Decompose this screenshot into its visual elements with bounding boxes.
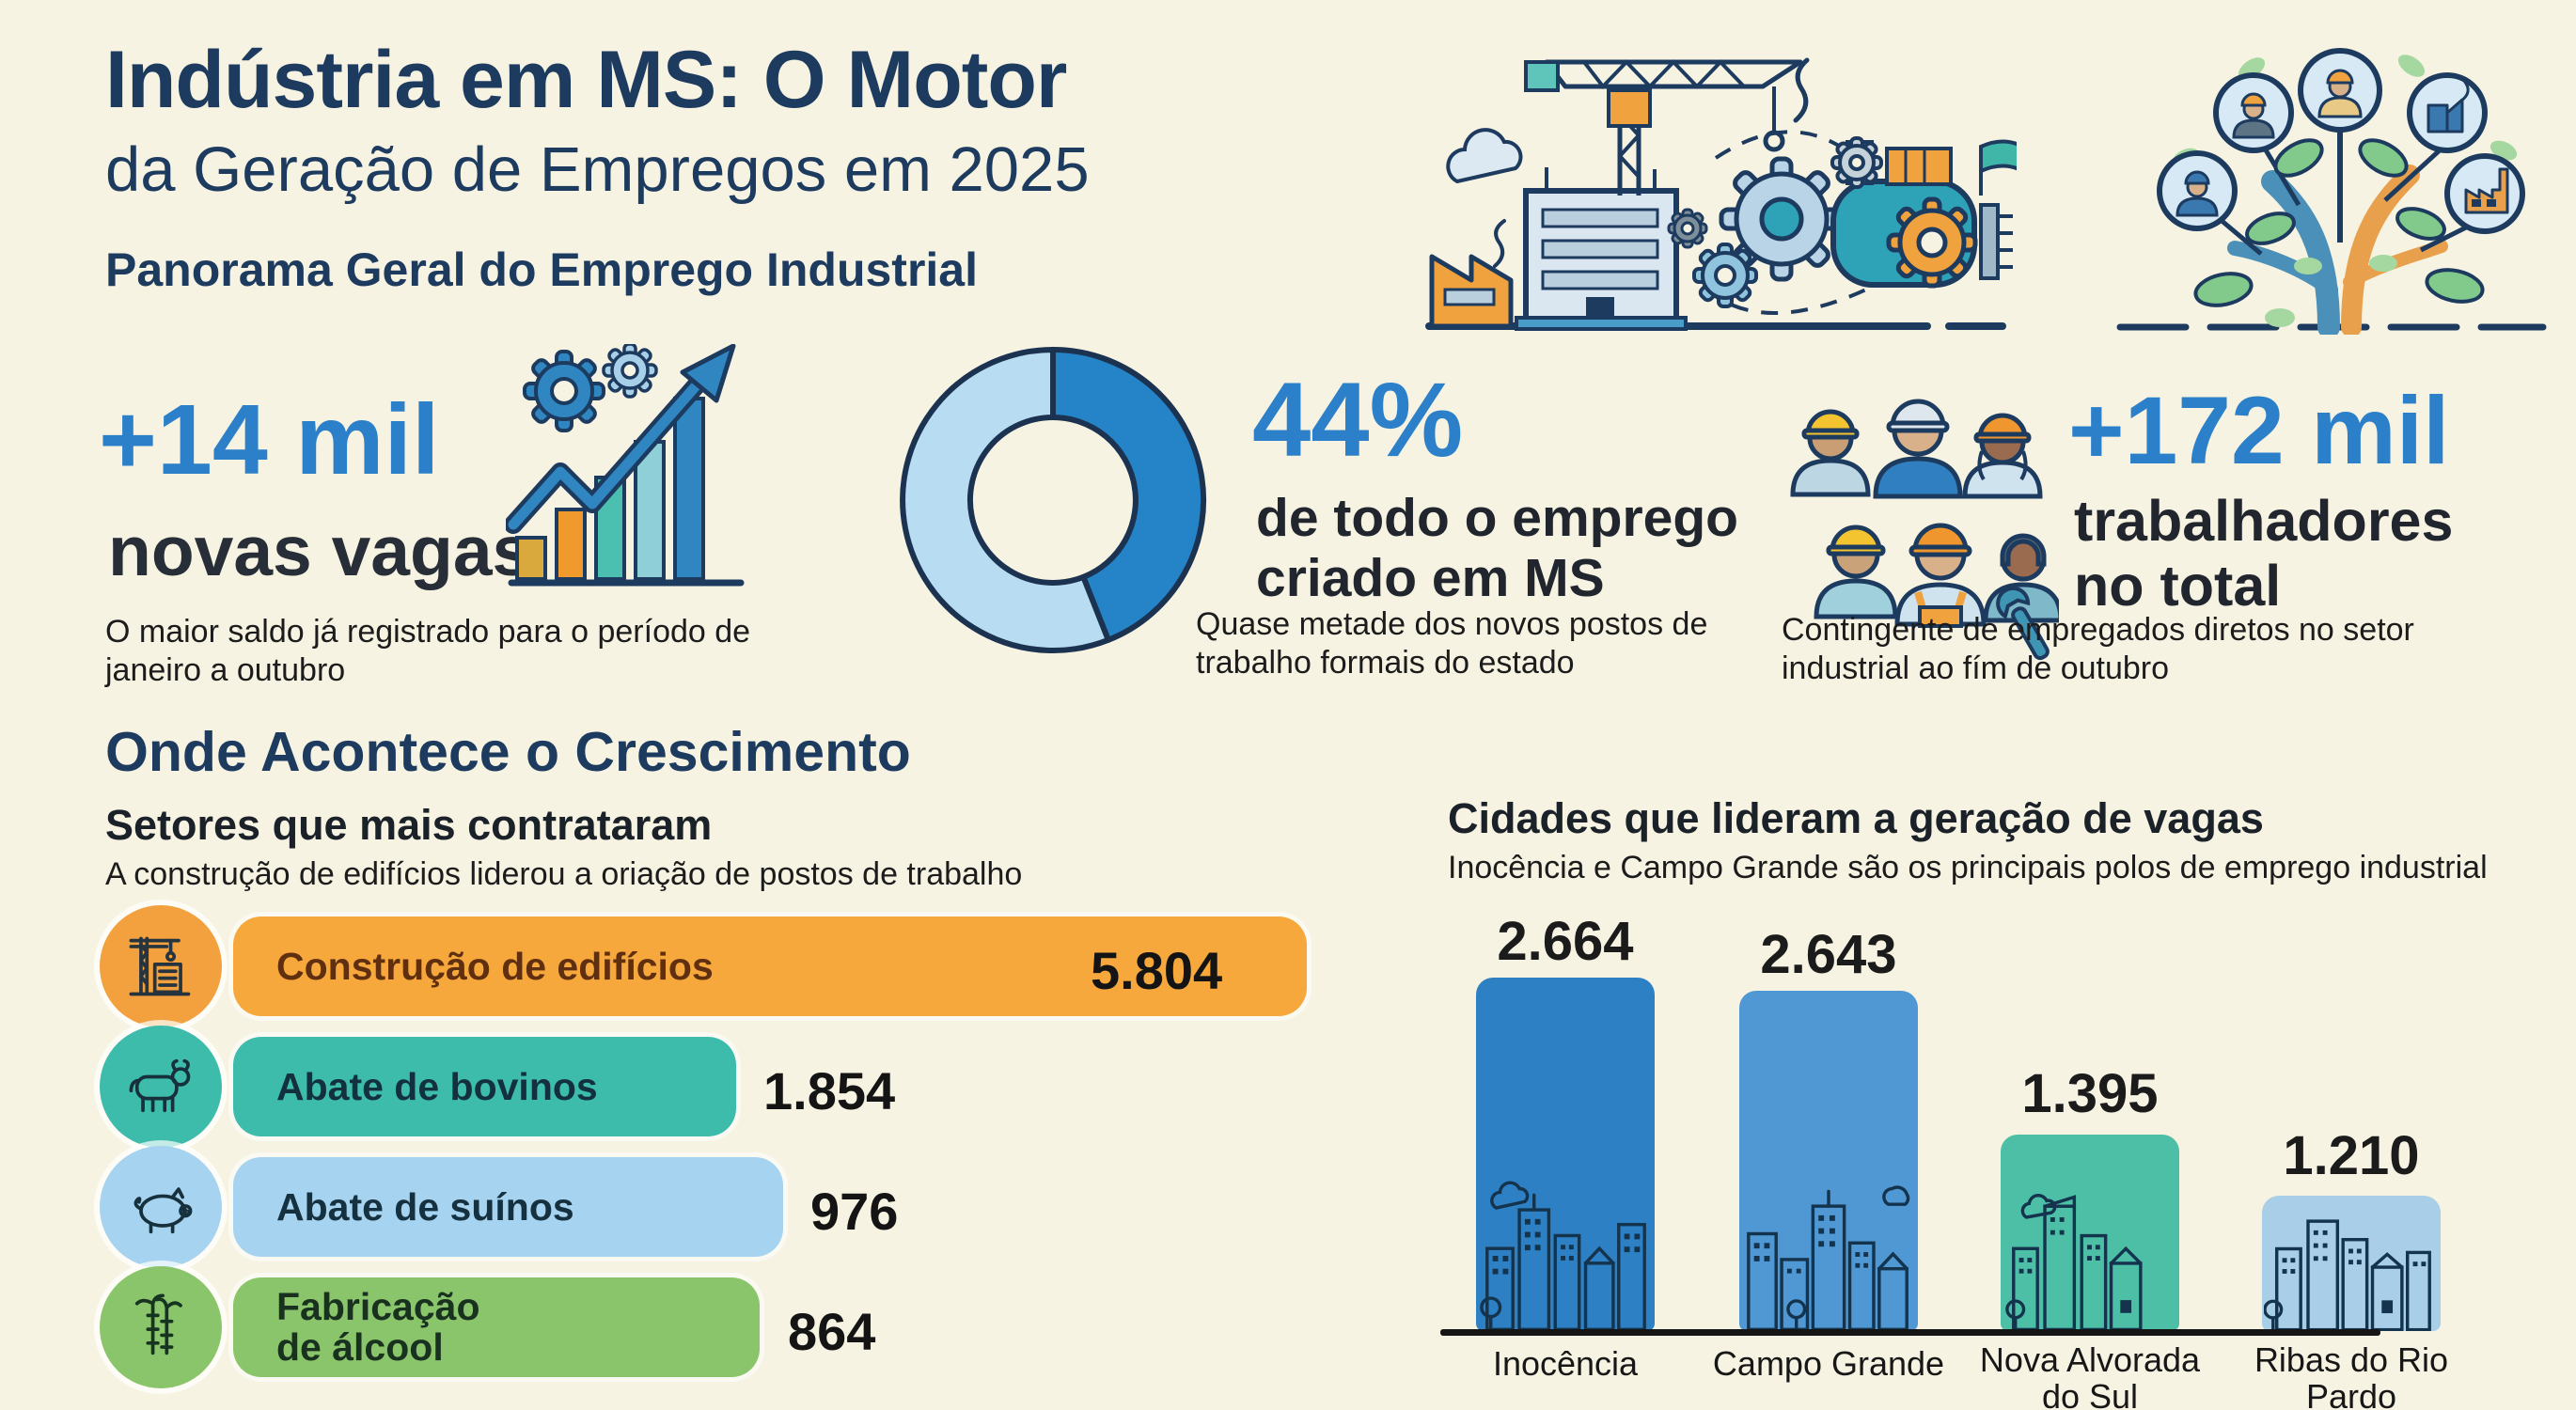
sector-bar-label: Abate de bovinos	[276, 1064, 598, 1108]
sector-bar-label: Abate de suínos	[276, 1184, 574, 1229]
sector-bar-value: 976	[810, 1182, 899, 1241]
sector-bar-alcool: Fabricação de álcool	[233, 1277, 760, 1377]
industry-illustration-svg	[1425, 57, 2017, 331]
sector-bar-label: Fabricação de álcool	[276, 1284, 480, 1369]
stat-share-label: de todo o emprego criado em MS	[1256, 488, 1738, 608]
sector-bar-construcao: Construção de edifícios	[233, 916, 1307, 1016]
stat-workers-value: +172 mil	[2068, 377, 2450, 484]
workers-group-icon	[1777, 355, 2059, 680]
stat-new-jobs-caption: O maior saldo já registrado para o perío…	[105, 614, 751, 689]
construction-crane-icon	[100, 905, 222, 1027]
city-label-inocencia: Inocência	[1492, 1344, 1639, 1383]
donut-slice-others	[900, 347, 1111, 653]
industry-construction-illustration	[1406, 8, 2017, 335]
sector-bar-value: 864	[788, 1302, 876, 1361]
workforce-tree-illustration	[2111, 8, 2562, 335]
sector-bar-value: 1.854	[763, 1061, 896, 1120]
pig-icon	[100, 1146, 222, 1268]
cow-icon	[100, 1026, 222, 1148]
cities-title: Cidades que lideram a geração de vagas	[1448, 794, 2264, 842]
donut-chart-svg	[900, 347, 1207, 653]
sector-bar-bovinos: Abate de bovinos	[233, 1037, 736, 1136]
stat-new-jobs-label: novas vagas	[108, 511, 532, 590]
city-label-ribas: Ribas do Rio Pardo	[2254, 1340, 2449, 1410]
sector-bar-label: Construção de edifícios	[276, 944, 714, 988]
city-bar-ribas	[2262, 1196, 2441, 1331]
city-bar-value: 1.395	[2021, 1063, 2159, 1124]
city-bar-value: 2.643	[1760, 924, 1897, 985]
tree-illustration-svg	[2116, 48, 2547, 335]
sugarcane-icon	[100, 1266, 222, 1388]
sectors-subtitle: A construção de edifícios liderou a oria…	[105, 856, 1023, 892]
donut-slice-industry	[1050, 347, 1207, 643]
cities-axis-line	[1440, 1329, 2380, 1336]
stat-new-jobs-value: +14 mil	[99, 384, 440, 495]
city-bar-inocencia	[1476, 978, 1655, 1331]
city-bar-nova-alvorada	[2001, 1135, 2179, 1331]
city-label-nova-alvorada: Nova Alvorada do Sul	[1979, 1340, 2201, 1410]
sector-bar-value: 5.804	[1091, 941, 1223, 1000]
page-title: Indústria em MS: O Motor	[105, 35, 1067, 125]
stat-workers-label: trabalhadores no total	[2074, 489, 2454, 618]
growth-icon-svg	[506, 344, 745, 587]
section-overview-title: Panorama Geral do Emprego Industrial	[105, 243, 979, 296]
cities-subtitle: Inocência e Campo Grande são os principa…	[1448, 850, 2488, 885]
city-bar-value: 1.210	[2283, 1125, 2420, 1186]
city-bar-value: 2.664	[1497, 911, 1634, 972]
page-title-line2: da Geração de Empregos em 2025	[105, 134, 1090, 205]
sectors-title: Setores que mais contrataram	[105, 801, 713, 849]
donut-chart	[891, 338, 1216, 663]
section-growth-title: Onde Acontece o Crescimento	[105, 721, 911, 783]
city-label-campo-grande: Campo Grande	[1712, 1344, 1945, 1383]
sector-bar-suinos: Abate de suínos	[233, 1157, 783, 1257]
growth-chart-icon	[506, 344, 750, 596]
city-bar-campo-grande	[1739, 991, 1918, 1331]
stat-share-value: 44%	[1252, 361, 1464, 478]
stat-share-caption: Quase metade dos novos postos de trabalh…	[1196, 606, 1708, 682]
workers-icon-svg	[1790, 399, 2059, 661]
stat-workers-caption: Contingente de empregados diretos no set…	[1782, 612, 2414, 687]
